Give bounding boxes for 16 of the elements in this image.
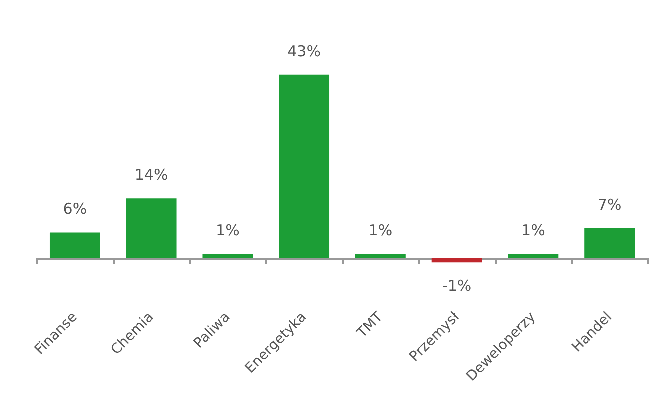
- bar: [50, 232, 100, 258]
- data-label: 7%: [598, 196, 622, 214]
- bar: [126, 198, 177, 258]
- data-label: 14%: [134, 166, 168, 184]
- bar: [202, 254, 254, 258]
- data-label: -1%: [442, 277, 472, 296]
- bar: [355, 254, 406, 258]
- data-label: 6%: [63, 200, 88, 218]
- data-label: 1%: [368, 222, 393, 240]
- data-label: 1%: [216, 222, 240, 240]
- bar: [508, 254, 559, 258]
- data-label: 43%: [288, 42, 321, 60]
- data-label: 1%: [522, 222, 546, 240]
- bar: [279, 74, 330, 258]
- bar: [432, 258, 482, 263]
- bar: [584, 228, 636, 258]
